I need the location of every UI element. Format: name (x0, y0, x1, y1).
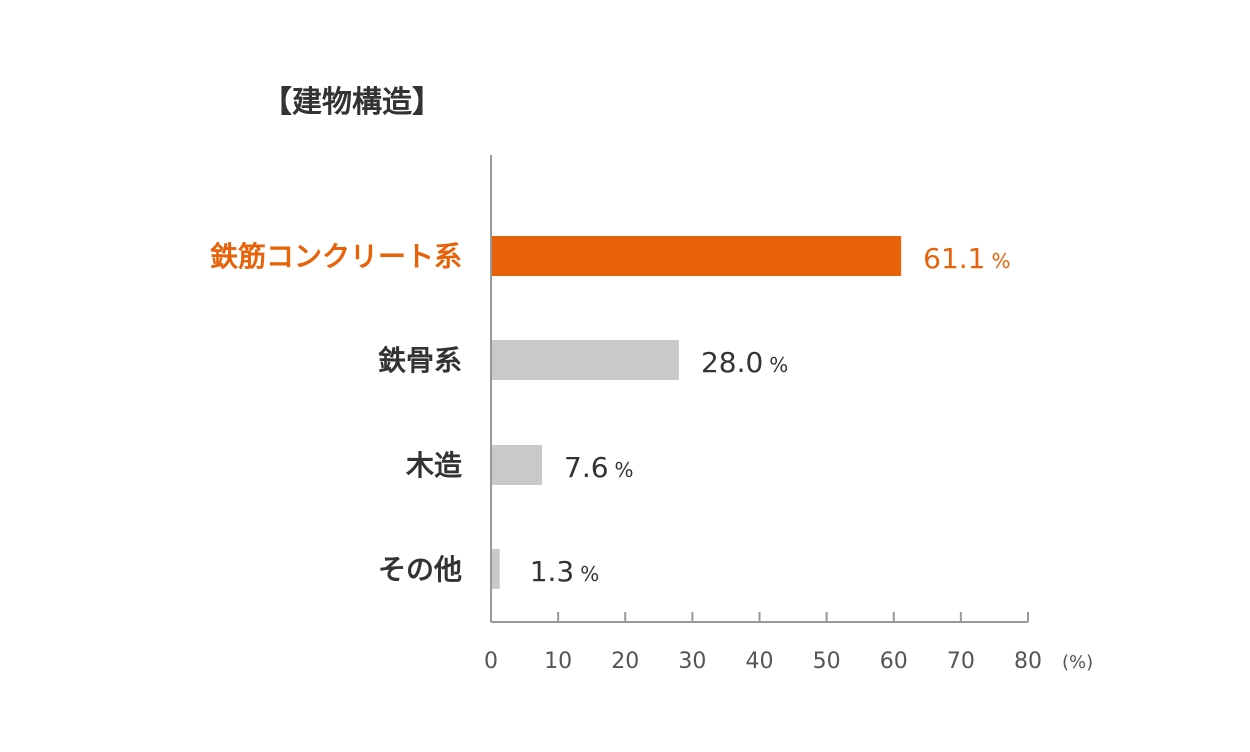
x-tick-label-0: 0 (484, 649, 498, 674)
category-label-1: 鉄骨系 (378, 344, 462, 377)
category-label-3: その他 (378, 553, 462, 586)
x-tick-label-2: 20 (611, 649, 639, 674)
bar-0 (491, 236, 902, 276)
x-tick-label-7: 70 (947, 649, 975, 674)
x-axis: 0 10 20 30 40 50 60 70 80 (%) (484, 155, 1093, 674)
bars-group (491, 236, 902, 589)
x-tick-label-1: 10 (544, 649, 572, 674)
value-label-3: 1.3 (530, 555, 575, 588)
value-unit-1: % (769, 353, 788, 377)
value-unit-0: % (991, 249, 1010, 273)
value-unit-3: % (580, 562, 599, 586)
bar-3 (491, 549, 500, 589)
x-tick-label-3: 30 (678, 649, 706, 674)
bar-2 (491, 445, 543, 485)
x-axis-unit-label: (%) (1062, 652, 1093, 673)
x-tick-label-8: 80 (1014, 649, 1042, 674)
chart-title: 【建物構造】 (262, 85, 442, 120)
x-tick-label-6: 60 (880, 649, 908, 674)
category-label-2: 木造 (405, 449, 462, 482)
category-label-0: 鉄筋コンクリート系 (210, 240, 462, 273)
value-label-1: 28.0 (701, 346, 763, 379)
value-label-0: 61.1 (923, 242, 985, 275)
value-unit-2: % (615, 458, 634, 482)
x-tick-label-5: 50 (813, 649, 841, 674)
labels-group: 鉄筋コンクリート系 61.1 % 鉄骨系 28.0 % 木造 7.6 % その他 1.3% (210, 240, 1011, 588)
x-tick-label-4: 40 (746, 649, 774, 674)
bar-1 (491, 340, 679, 380)
value-label-2: 7.6 (564, 451, 609, 484)
